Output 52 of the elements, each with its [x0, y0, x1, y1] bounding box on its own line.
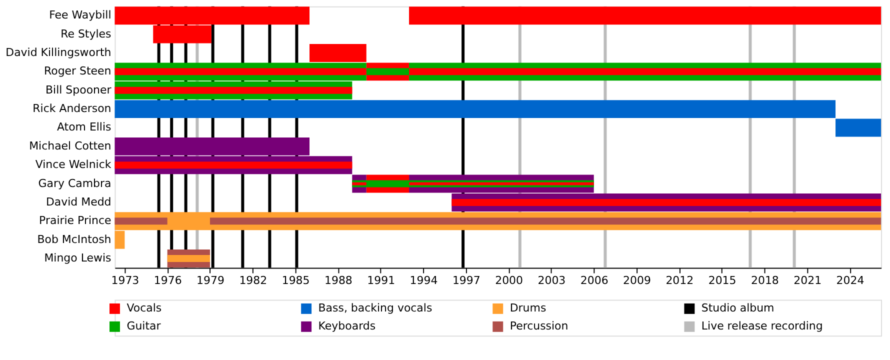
x-tick-label: 1985	[282, 274, 310, 288]
y-tick-label: Vince Welnick	[35, 158, 112, 172]
legend-label: Drums	[510, 302, 546, 315]
x-tick-label: 1991	[367, 274, 396, 288]
x-tick-label: 2024	[836, 274, 864, 288]
bar	[310, 44, 366, 62]
y-tick-label: Roger Steen	[44, 64, 112, 78]
x-tick-label: 2006	[580, 274, 608, 288]
x-tick-label: 1988	[324, 274, 352, 288]
y-tick-label: Atom Ellis	[56, 120, 112, 134]
legend-label: Keyboards	[318, 320, 376, 333]
y-tick-label: Gary Cambra	[38, 176, 112, 190]
bar	[210, 218, 882, 225]
bar	[452, 198, 882, 206]
x-tick-label: 2012	[666, 274, 694, 288]
legend-label: Studio album	[701, 302, 774, 315]
y-tick-label: Re Styles	[60, 27, 112, 40]
y-tick-label: Bill Spooner	[46, 83, 112, 96]
bar	[114, 100, 836, 118]
bar	[114, 68, 366, 76]
legend-label: Vocals	[126, 302, 162, 315]
x-tick-label: 1982	[239, 274, 268, 288]
x-tick-label: 2003	[538, 274, 566, 288]
x-tick-label: 1976	[154, 274, 182, 288]
legend-label: Guitar	[126, 320, 162, 333]
bar	[836, 118, 882, 137]
bar	[114, 218, 168, 225]
bar	[409, 6, 882, 25]
x-tick-label: 1979	[196, 274, 224, 288]
bar	[167, 255, 210, 262]
x-tick-label: 2015	[708, 274, 736, 288]
legend-label: Bass, backing vocals	[318, 302, 432, 315]
y-tick-label: David Medd	[46, 195, 112, 208]
bar	[114, 162, 352, 169]
y-tick-label: Bob McIntosh	[37, 232, 112, 246]
x-tick-label: 2021	[794, 274, 822, 288]
x-tick-label: 1973	[111, 274, 140, 288]
x-tick-label: 2018	[750, 274, 779, 288]
x-tick-label: 1994	[410, 274, 438, 288]
y-tick-label: David Killingsworth	[6, 46, 112, 59]
bar	[366, 68, 410, 76]
y-tick-label: Prairie Prince	[39, 214, 112, 228]
legend-label: Percussion	[510, 320, 568, 333]
x-tick-label: 1997	[452, 274, 480, 288]
y-tick-label: Fee Waybill	[49, 8, 112, 22]
bar	[114, 86, 352, 94]
x-tick-label: 2000	[495, 274, 524, 288]
x-tick-label: 2009	[623, 274, 651, 288]
y-tick-label: Michael Cotten	[29, 139, 112, 152]
y-tick-label: Rick Anderson	[32, 102, 112, 116]
y-tick-label: Mingo Lewis	[44, 252, 112, 265]
legend-label: Live release recording	[701, 320, 823, 333]
